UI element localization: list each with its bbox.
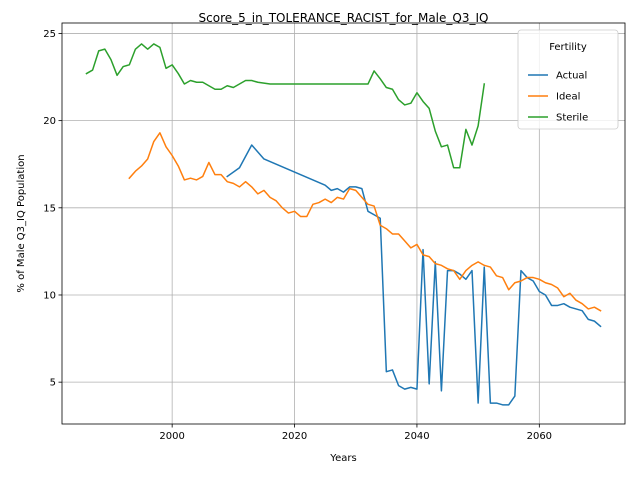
y-tick-label: 25 bbox=[43, 29, 56, 40]
series-line-actual bbox=[226, 144, 602, 406]
x-axis-title: Years bbox=[329, 453, 356, 464]
x-tick-label: 2000 bbox=[159, 431, 184, 442]
plot-area-frame bbox=[61, 22, 626, 425]
legend-label-actual: Actual bbox=[556, 71, 587, 82]
legend-label-sterile: Sterile bbox=[556, 113, 588, 124]
series-line-ideal bbox=[128, 132, 602, 312]
y-tick-label: 20 bbox=[43, 116, 56, 127]
series-line-sterile bbox=[85, 43, 486, 169]
legend-label-ideal: Ideal bbox=[556, 92, 580, 103]
x-tick-label: 2060 bbox=[527, 431, 552, 442]
y-tick-label: 15 bbox=[43, 203, 56, 214]
legend: Fertility Actual Ideal Sterile bbox=[517, 29, 619, 130]
legend-entries: Actual Ideal Sterile bbox=[528, 71, 588, 124]
y-axis-title: % of Male Q3_IQ Population bbox=[16, 154, 27, 292]
axis-ticks: 2000 2020 2040 2060 5 10 15 20 25 bbox=[43, 29, 552, 442]
legend-box bbox=[517, 29, 619, 130]
chart-title: Score_5_in_TOLERANCE_RACIST_for_Male_Q3_… bbox=[199, 11, 489, 25]
y-tick-label: 5 bbox=[50, 378, 56, 389]
legend-title: Fertility bbox=[549, 42, 587, 53]
series-lines bbox=[85, 43, 602, 406]
y-tick-label: 10 bbox=[43, 290, 56, 301]
x-tick-label: 2040 bbox=[404, 431, 429, 442]
x-tick-label: 2020 bbox=[282, 431, 307, 442]
